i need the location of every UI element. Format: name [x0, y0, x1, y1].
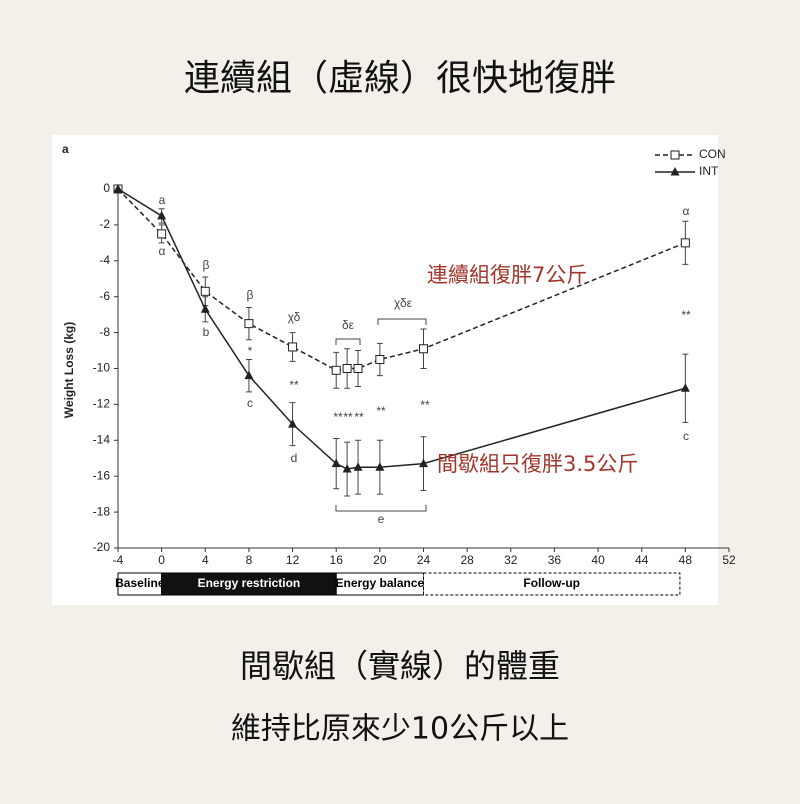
- legend-label: INT: [699, 164, 719, 178]
- chart-panel: [52, 135, 718, 605]
- marker: [375, 355, 385, 365]
- bracket: [335, 505, 427, 512]
- marker: [342, 464, 352, 473]
- significance-mark: d: [291, 451, 298, 465]
- y-axis-label: Weight Loss (kg): [62, 322, 76, 418]
- significance-mark: b: [203, 325, 210, 339]
- x-tick-label: 20: [373, 553, 387, 567]
- x-tick-label: 28: [460, 553, 474, 567]
- marker: [200, 286, 210, 296]
- x-tick-label: 24: [417, 553, 431, 567]
- y-tick-label: -20: [93, 540, 111, 554]
- bracket: [377, 318, 427, 325]
- x-tick-label: 4: [202, 553, 209, 567]
- y-tick-label: -8: [99, 325, 110, 339]
- y-tick-label: -16: [93, 468, 111, 482]
- marker: [288, 419, 298, 428]
- phase-label: Baseline: [115, 576, 165, 590]
- significance-mark: α: [683, 204, 690, 218]
- legend-label: CON: [699, 147, 726, 161]
- legend-marker: [670, 150, 680, 160]
- marker: [680, 238, 690, 248]
- y-tick-label: -2: [99, 217, 110, 231]
- marker: [157, 229, 167, 239]
- x-tick-label: 48: [679, 553, 693, 567]
- phase-label: Energy balance: [335, 576, 424, 590]
- marker: [680, 383, 690, 392]
- x-tick-label: 0: [158, 553, 165, 567]
- legend-marker: [670, 167, 680, 176]
- phase-label: Energy restriction: [198, 576, 301, 590]
- marker: [244, 319, 254, 329]
- x-tick-label: 32: [504, 553, 518, 567]
- significance-mark: **: [376, 404, 386, 418]
- significance-mark: χδε: [394, 296, 413, 310]
- significance-mark: e: [378, 512, 385, 526]
- significance-mark: c: [683, 429, 689, 443]
- phase-label: Follow-up: [523, 576, 580, 590]
- bracket: [335, 338, 361, 345]
- y-tick-label: -14: [93, 432, 111, 446]
- marker: [342, 364, 352, 373]
- marker: [331, 365, 341, 375]
- marker: [244, 370, 254, 380]
- marker: [157, 210, 167, 220]
- significance-mark: a: [159, 193, 166, 207]
- marker: [419, 458, 428, 468]
- annotation: 間歇組只復胖3.5公斤: [437, 452, 638, 476]
- x-tick-label: 40: [591, 553, 605, 567]
- x-tick-label: 12: [286, 553, 300, 567]
- marker: [353, 462, 363, 471]
- significance-mark: **: [289, 378, 299, 392]
- x-tick-label: 36: [548, 553, 562, 567]
- marker: [288, 342, 298, 352]
- significance-mark: **: [354, 410, 364, 424]
- title: 連續組（虛線）很快地復胖: [184, 58, 616, 99]
- x-tick-label: -4: [113, 553, 124, 567]
- significance-mark: **: [681, 308, 691, 322]
- y-tick-label: -6: [99, 289, 110, 303]
- x-tick-label: 52: [722, 553, 736, 567]
- significance-mark: **: [343, 410, 353, 424]
- panel-label: a: [62, 142, 69, 156]
- significance-mark: *: [248, 344, 253, 358]
- marker: [200, 304, 210, 313]
- footer-line2: 維持比原來少10公斤以上: [231, 712, 569, 747]
- marker: [353, 364, 363, 373]
- y-tick-label: -10: [93, 361, 111, 375]
- x-tick-label: 44: [635, 553, 649, 567]
- significance-mark: β: [247, 288, 254, 302]
- y-tick-label: -18: [93, 504, 111, 518]
- marker: [375, 462, 385, 471]
- marker: [113, 184, 123, 193]
- significance-mark: χδ: [288, 310, 301, 324]
- x-tick-label: 8: [246, 553, 253, 567]
- significance-mark: δε: [342, 318, 355, 332]
- significance-mark: **: [333, 410, 343, 424]
- y-tick-label: -12: [93, 397, 111, 411]
- significance-mark: **: [420, 398, 430, 412]
- significance-mark: β: [203, 258, 210, 272]
- y-tick-label: -4: [99, 253, 110, 267]
- significance-mark: c: [247, 396, 253, 410]
- marker: [419, 344, 428, 354]
- x-tick-label: 16: [330, 553, 344, 567]
- footer-line1: 間歇組（實線）的體重: [240, 647, 560, 685]
- marker: [331, 458, 341, 468]
- phase-box: [423, 572, 681, 596]
- y-tick-label: 0: [103, 181, 110, 195]
- significance-mark: α: [159, 244, 166, 258]
- annotation: 連續組復胖7公斤: [427, 263, 587, 287]
